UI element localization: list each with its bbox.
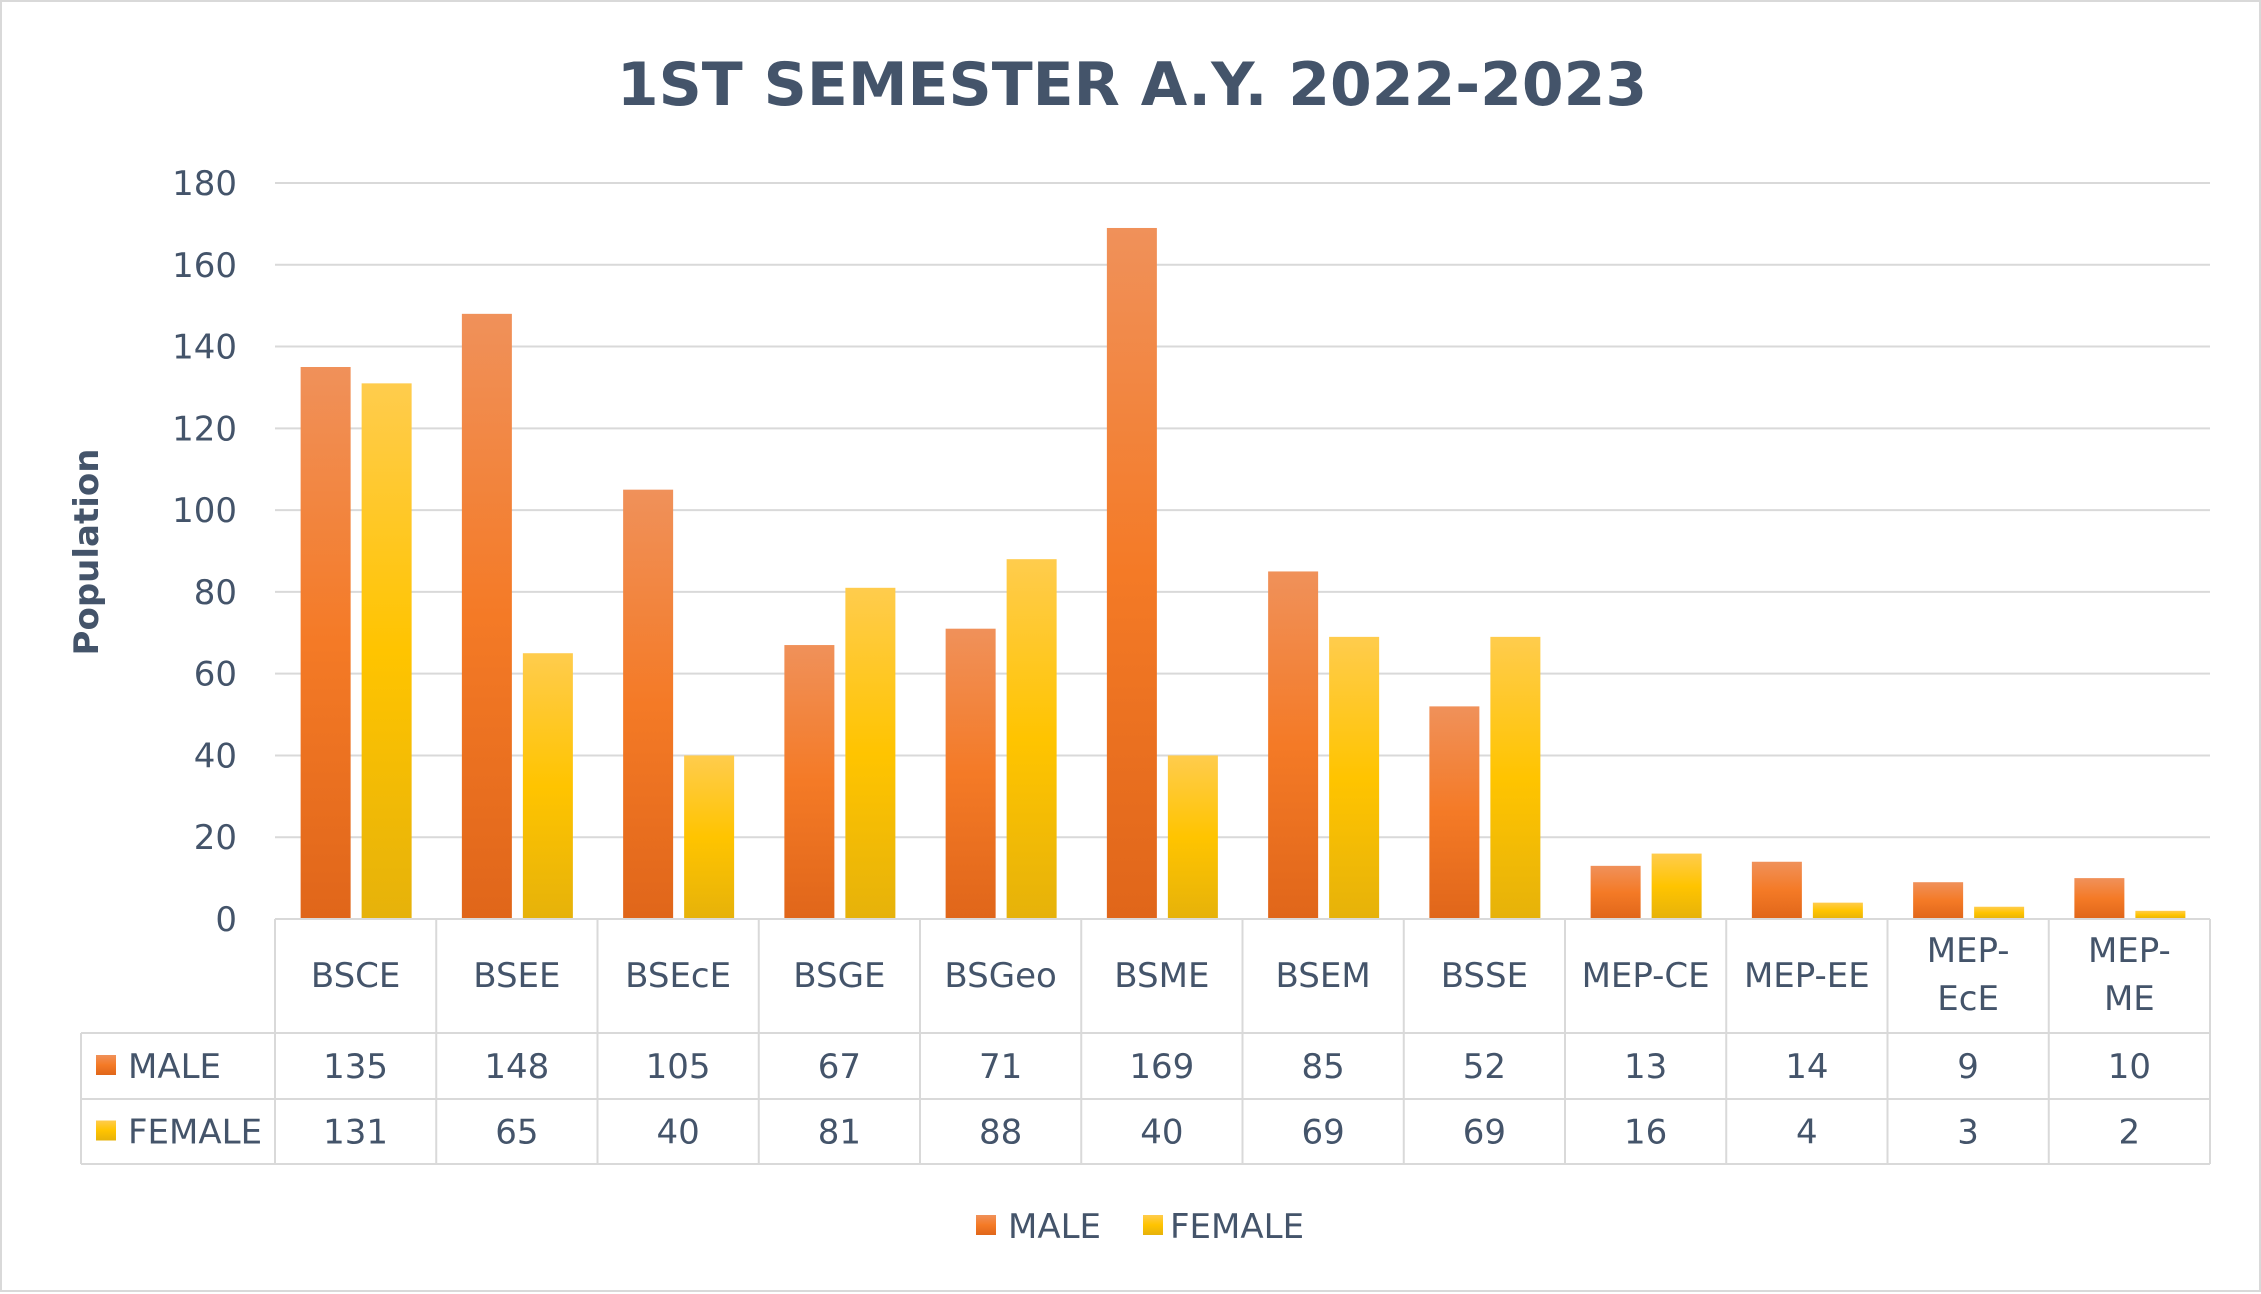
- y-tick-label: 160: [172, 246, 237, 286]
- bar-female-10: [1974, 906, 2025, 919]
- bar-male-9: [1751, 861, 1802, 919]
- legend-label: MALE: [1008, 1207, 1101, 1247]
- category-label: BSME: [1114, 956, 1209, 996]
- category-label: BSGeo: [944, 956, 1056, 996]
- table-value-male: 10: [2108, 1047, 2151, 1087]
- gridlines: [275, 182, 2210, 920]
- table-value-female: 40: [656, 1113, 699, 1153]
- bar-female-2: [684, 755, 735, 919]
- table-value-female: 16: [1624, 1113, 1667, 1153]
- table-value-female: 81: [818, 1113, 861, 1153]
- category-label: BSEM: [1276, 956, 1371, 996]
- category-label: ME: [2104, 979, 2155, 1019]
- y-tick-label: 20: [194, 818, 237, 858]
- table-value-male: 71: [979, 1047, 1022, 1087]
- category-label: MEP-: [2088, 931, 2171, 971]
- bar-female-1: [522, 653, 573, 919]
- table-series-name: MALE: [128, 1047, 221, 1087]
- bar-female-8: [1651, 853, 1702, 919]
- y-axis-title: Population: [67, 449, 107, 656]
- bar-male-1: [461, 313, 512, 919]
- table-value-female: 2: [2119, 1113, 2141, 1153]
- table-series-name: FEMALE: [128, 1113, 262, 1153]
- bar-male-4: [945, 628, 996, 919]
- bar-male-0: [300, 367, 351, 919]
- table-value-female: 65: [495, 1113, 538, 1153]
- chart-title: 1ST SEMESTER A.Y. 2022-2023: [617, 50, 1647, 120]
- table-legend-key-female: [96, 1120, 116, 1141]
- category-label: BSCE: [311, 956, 401, 996]
- category-label: MEP-EE: [1744, 956, 1870, 996]
- table-value-male: 52: [1463, 1047, 1506, 1087]
- y-tick-label: 140: [172, 328, 237, 368]
- table-value-female: 40: [1140, 1113, 1183, 1153]
- bar-female-3: [845, 587, 896, 919]
- bar-male-2: [623, 489, 674, 919]
- y-tick-label: 80: [194, 573, 237, 613]
- y-tick-label: 100: [172, 491, 237, 531]
- bar-female-9: [1812, 902, 1863, 919]
- legend-item-female: FEMALE: [1143, 1207, 1304, 1247]
- bar-female-5: [1167, 755, 1218, 919]
- category-label: BSGE: [793, 956, 885, 996]
- table-value-male: 105: [646, 1047, 711, 1087]
- bar-female-11: [2135, 910, 2186, 919]
- table-value-female: 88: [979, 1113, 1022, 1153]
- bar-male-6: [1268, 571, 1319, 919]
- data-table: BSCE BSEE BSEcE BSGE BSGeo BSME BSEM BSSE MEP-CE…: [80, 918, 2211, 1165]
- table-value-male: 67: [818, 1047, 861, 1087]
- category-label: MEP-: [1927, 931, 2010, 971]
- table-value-male: 14: [1785, 1047, 1828, 1087]
- table-value-female: 69: [1463, 1113, 1506, 1153]
- table-value-male: 148: [484, 1047, 549, 1087]
- y-tick-label: 0: [215, 900, 237, 940]
- bar-male-8: [1590, 865, 1641, 919]
- table-value-male: 13: [1624, 1047, 1667, 1087]
- bar-female-0: [361, 383, 412, 919]
- table-value-male: 135: [323, 1047, 388, 1087]
- y-tick-label: 60: [194, 655, 237, 695]
- table-value-female: 3: [1957, 1113, 1979, 1153]
- category-label: BSSE: [1441, 956, 1528, 996]
- category-label: BSEE: [473, 956, 560, 996]
- table-value-male: 9: [1957, 1047, 1979, 1087]
- category-label: EcE: [1937, 979, 1999, 1019]
- bar-female-6: [1329, 636, 1380, 919]
- legend-key-female: [1143, 1215, 1163, 1235]
- legend-label: FEMALE: [1170, 1207, 1304, 1247]
- bar-female-7: [1490, 636, 1541, 919]
- bar-male-5: [1106, 227, 1157, 919]
- category-label: BSEcE: [625, 956, 731, 996]
- table-value-female: 69: [1301, 1113, 1344, 1153]
- bar-male-11: [2074, 878, 2125, 919]
- bars: [300, 227, 2186, 919]
- table-value-female: 131: [323, 1113, 388, 1153]
- table-value-male: 169: [1129, 1047, 1194, 1087]
- y-axis-ticks: 0 20 40 60 80 100 120 140 160 180: [172, 164, 237, 940]
- legend-item-male: MALE: [976, 1207, 1101, 1247]
- y-tick-label: 120: [172, 409, 237, 449]
- bar-male-7: [1429, 706, 1480, 919]
- legend-key-male: [976, 1215, 996, 1235]
- y-tick-label: 40: [194, 736, 237, 776]
- category-label: MEP-CE: [1582, 956, 1710, 996]
- bar-male-10: [1913, 882, 1964, 919]
- bar-female-4: [1006, 559, 1057, 919]
- table-value-female: 4: [1796, 1113, 1818, 1153]
- legend: MALE FEMALE: [976, 1207, 1304, 1247]
- table-legend-key-male: [96, 1055, 116, 1075]
- bar-male-3: [784, 645, 835, 919]
- table-value-male: 85: [1301, 1047, 1344, 1087]
- y-tick-label: 180: [172, 164, 237, 204]
